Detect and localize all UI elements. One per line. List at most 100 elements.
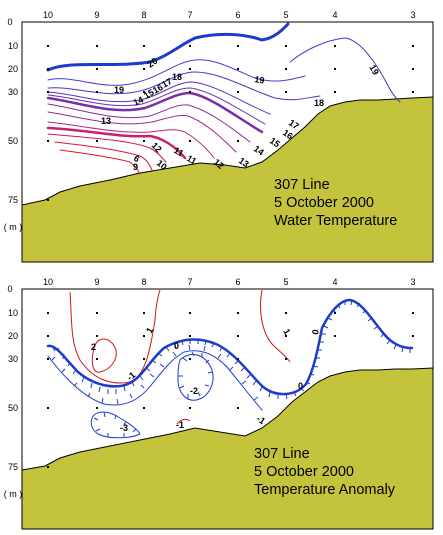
isotherm-20 [46,22,290,72]
contour-label: 9 [133,162,138,172]
contour-label: 1 [281,327,292,336]
depth-tick: 30 [8,87,18,97]
contour-label: 19 [254,74,266,86]
station-tick: 9 [94,10,99,20]
station-tick: 8 [141,10,146,20]
station-tick: 8 [141,277,146,287]
station-tick: 3 [410,277,415,287]
anomaly-plus-1-mid [259,289,291,363]
anomaly-minus-2 [177,354,214,401]
station-tick: 6 [235,10,240,20]
station-axis: 10 9 8 7 6 5 4 3 [43,277,416,287]
depth-unit: ( m ) [4,489,23,499]
contour-label: 18 [314,98,324,108]
contour-label: 11 [185,153,198,166]
contour-label: 6 [132,153,141,164]
station-tick: 4 [332,10,337,20]
anomaly-minus-3 [90,411,141,439]
anomaly-plus-2 [91,338,117,373]
panel-title: 307 Line 5 October 2000 Water Temperatur… [274,177,397,229]
title-line: 307 Line [274,177,330,193]
contour-label: 17 [160,76,174,90]
contour-label: 11 [172,145,185,158]
contour-label: 1 [144,326,155,335]
isotherm-15 [46,91,264,134]
isotherm-10 [47,133,167,163]
contour-label: 19 [367,63,381,77]
contour-label: 18 [172,72,182,82]
station-tick: 3 [410,10,415,20]
depth-tick: 50 [8,136,18,146]
anomaly-plus-1-low [176,418,191,425]
hachure-marks [51,299,411,437]
contour-label: 15 [142,87,156,101]
contour-label: 0 [174,341,179,351]
station-tick: 10 [43,277,53,287]
depth-tick: 20 [8,331,18,341]
depth-tick: 10 [8,308,18,318]
isotherm-19-left [47,59,306,86]
title-line: 5 October 2000 [254,464,354,480]
contour-label: 12 [212,157,226,171]
depth-tick: 30 [8,354,18,364]
depth-unit: ( m ) [4,222,23,232]
isotherm-18 [47,71,321,101]
panel-water-temperature: 20 19 18 17 16 15 14 13 12 11 10 9 6 19 … [4,10,434,263]
isotherm-6 [59,149,141,175]
seafloor [22,96,433,262]
contour-label: 0 [310,329,321,336]
depth-tick: 75 [8,462,18,472]
station-markers [47,45,414,201]
contour-label: 2 [91,342,96,352]
station-tick: 5 [283,10,288,20]
title-line: 5 October 2000 [274,195,374,211]
temperature-contours [46,22,401,175]
contour-label: 15 [268,135,282,149]
isotherm-9 [54,141,153,171]
isotherm-13 [47,111,237,153]
depth-axis: 0 10 20 30 50 75 ( m ) [4,17,23,232]
contour-label: 19 [114,85,124,95]
station-tick: 9 [94,277,99,287]
isotherm-19-right [289,37,401,103]
seafloor [22,367,433,529]
station-tick: 7 [187,277,192,287]
title-line: 307 Line [254,446,310,462]
isotherm-14 [47,103,251,143]
isotherm-11 [46,126,187,160]
title-line: Water Temperature [274,213,397,229]
negative-anomaly-contours [46,298,414,439]
station-tick: 6 [235,277,240,287]
station-tick: 10 [43,10,53,20]
panel-temperature-anomaly: 2 1 0 -1 -2 -3 -1 1 0 -1 0 10 9 8 7 6 5 … [4,277,434,530]
contour-label: 16 [151,82,165,96]
contour-label: 17 [287,117,301,131]
station-axis: 10 9 8 7 6 5 4 3 [43,10,416,20]
contour-label: 14 [252,143,266,157]
contour-label: 14 [132,95,145,108]
depth-tick: 0 [7,284,12,294]
isotherm-17 [47,81,271,115]
contour-label: -2 [190,386,198,396]
isotherm-16 [47,87,266,125]
contour-label: 13 [101,116,111,126]
station-markers [47,312,414,468]
station-tick: 7 [187,10,192,20]
contour-label: -3 [120,423,128,433]
contour-label: 10 [155,158,169,172]
contour-label: 0 [298,381,303,391]
depth-axis: 0 10 20 30 50 75 ( m ) [4,284,23,499]
contour-label: -1 [176,420,184,430]
contour-label: 16 [281,127,295,141]
depth-tick: 10 [8,41,18,51]
anomaly-minus-1 [47,350,263,411]
depth-tick: 0 [7,17,12,27]
depth-tick: 75 [8,195,18,205]
contour-label: 13 [237,155,251,169]
anomaly-zero [46,298,414,396]
panel-title: 307 Line 5 October 2000 Temperature Anom… [254,446,396,498]
contour-labels: 20 19 18 17 16 15 14 13 12 11 10 9 6 19 … [101,56,381,172]
station-tick: 5 [283,277,288,287]
depth-tick: 20 [8,64,18,74]
